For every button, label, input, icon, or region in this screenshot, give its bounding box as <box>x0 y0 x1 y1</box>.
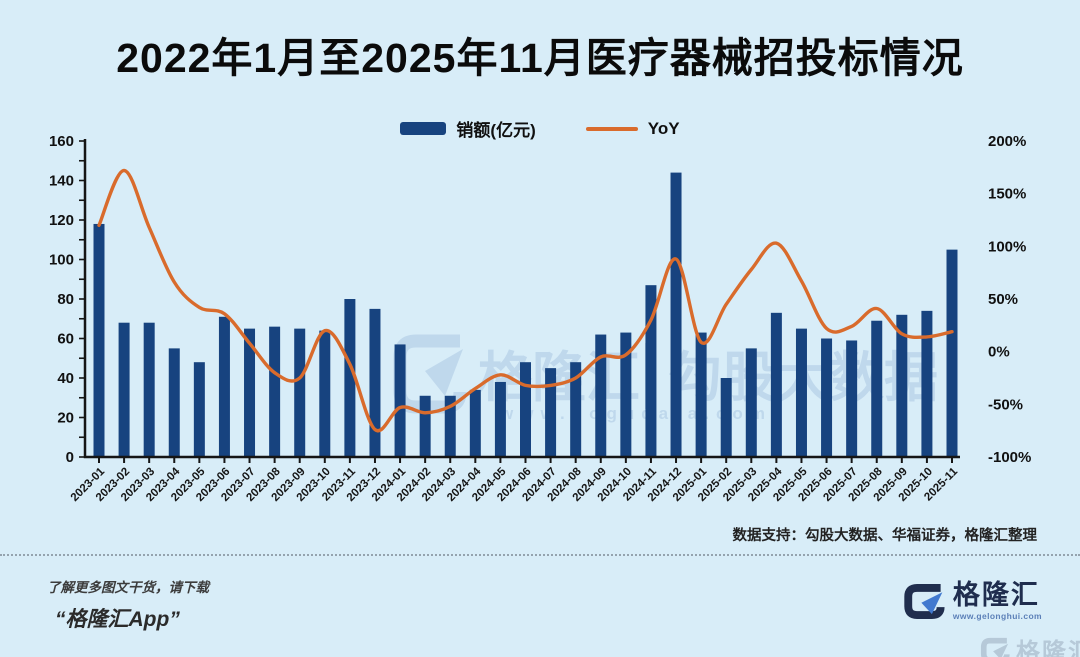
gelonghui-logo: 格隆汇 www.gelonghui.com <box>903 580 1042 622</box>
app-name-text: “格隆汇App” <box>55 608 180 631</box>
sales-bar <box>143 322 155 457</box>
left-axis-label: 60 <box>57 331 74 348</box>
sales-bar <box>745 348 757 458</box>
left-axis-label: 140 <box>49 173 74 190</box>
sales-bar <box>620 332 632 457</box>
legend-line-label: YoY <box>647 118 680 138</box>
right-axis-label: -100% <box>988 449 1031 466</box>
left-axis-label: 40 <box>57 370 74 387</box>
sales-bar <box>419 395 431 457</box>
sales-bar <box>319 330 331 457</box>
brand-url: www.gelonghui.com <box>952 610 1042 621</box>
sales-bars <box>93 172 958 458</box>
sales-bar <box>821 338 833 457</box>
sales-bar <box>795 328 807 458</box>
sales-bar <box>218 316 230 457</box>
sales-bar <box>344 299 356 457</box>
right-axis-label: 100% <box>988 238 1026 255</box>
sales-bar <box>118 322 130 457</box>
promo-text: 了解更多图文干货，请下载 <box>47 580 209 595</box>
data-source-note: 数据支持：勾股大数据、华福证券，格隆汇整理 <box>732 528 1038 544</box>
right-axis-label: 150% <box>988 186 1026 203</box>
right-axis-label: -50% <box>988 396 1023 413</box>
left-axis-label: 100 <box>49 252 74 269</box>
sales-bar <box>645 285 657 457</box>
gelonghui-g-icon <box>904 583 945 619</box>
sales-bar <box>570 362 582 457</box>
app-promo: 了解更多图文干货，请下载 “格隆汇App” <box>47 576 209 633</box>
right-axis-label: 200% <box>988 133 1026 150</box>
legend-line-swatch <box>585 126 638 131</box>
left-axis-label: 160 <box>49 133 74 150</box>
page-title: 2022年1月至2025年11月医疗器械招投标情况 <box>116 35 964 81</box>
sales-bar <box>921 310 933 457</box>
right-axis-label: 50% <box>988 291 1018 308</box>
sales-bar <box>896 314 908 457</box>
legend-bar-swatch <box>400 122 447 135</box>
chart-legend: 销额(亿元) YoY <box>0 116 1080 141</box>
sales-bar <box>469 389 481 457</box>
corner-brand-name: 格隆汇 <box>1016 639 1080 657</box>
sales-bar <box>770 312 782 457</box>
sales-bar <box>444 395 456 457</box>
sales-bar <box>846 340 858 457</box>
left-axis-label: 20 <box>57 410 74 427</box>
sales-bar <box>294 328 306 458</box>
left-axis-label: 120 <box>49 212 74 229</box>
sales-bar <box>369 308 381 458</box>
sales-bar <box>168 348 180 458</box>
yoy-line <box>97 168 954 433</box>
dotted-divider <box>0 554 1080 556</box>
sales-bar <box>595 334 607 457</box>
legend-bar-label: 销额(亿元) <box>456 121 536 140</box>
corner-watermark: 格隆汇 <box>980 632 1080 657</box>
sales-bar <box>93 223 105 457</box>
sales-bar <box>244 328 256 458</box>
left-axis-label: 0 <box>66 449 74 466</box>
sales-bar <box>946 249 958 458</box>
sales-bar <box>695 332 707 457</box>
sales-bar <box>871 320 883 457</box>
sales-bar <box>193 362 205 457</box>
corner-g-icon <box>980 637 1010 657</box>
sales-bar <box>269 326 281 457</box>
brand-name: 格隆汇 <box>952 579 1040 610</box>
sales-bar <box>494 381 506 457</box>
sales-bar <box>545 368 557 458</box>
right-axis-label: 0% <box>988 344 1010 361</box>
left-axis-label: 80 <box>57 291 74 308</box>
sales-bar <box>394 344 406 457</box>
sales-bar <box>520 362 531 457</box>
sales-bar <box>720 378 732 457</box>
sales-bar <box>670 172 682 457</box>
